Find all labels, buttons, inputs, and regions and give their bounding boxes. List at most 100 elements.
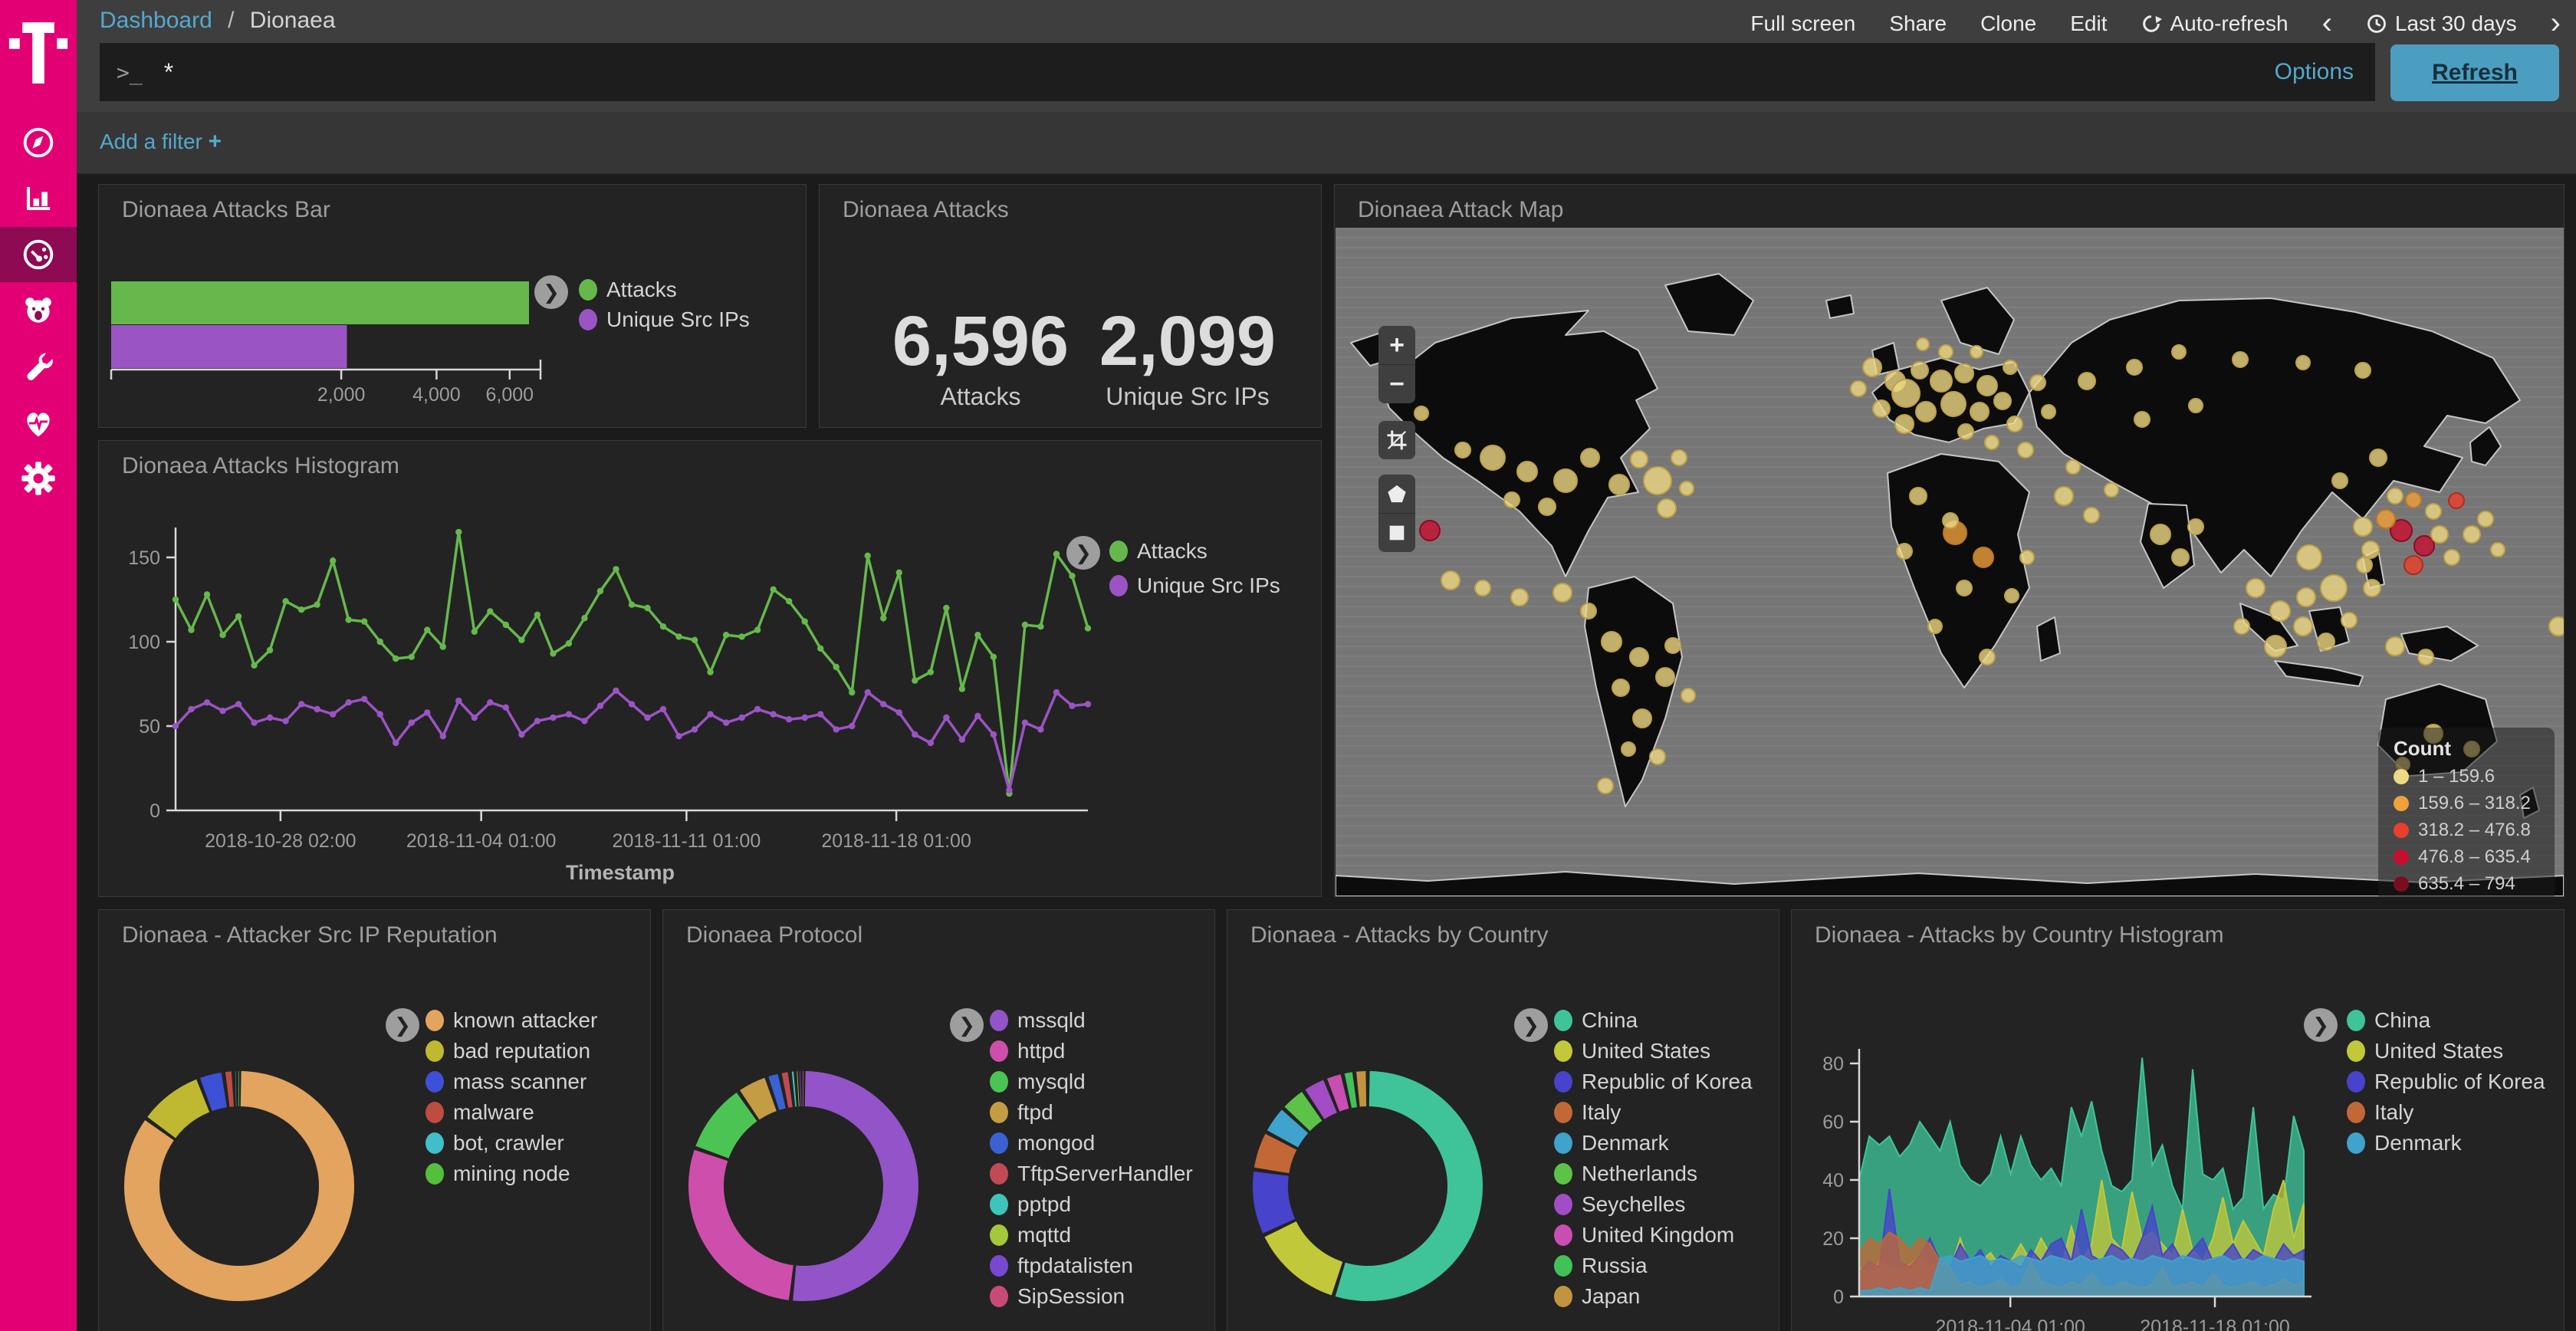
legend-toggle-icon[interactable]: ❯ (534, 275, 568, 309)
legend-toggle-icon[interactable]: ❯ (1066, 536, 1100, 570)
sidebar-item-dev-tools[interactable] (0, 339, 77, 394)
edit-button[interactable]: Edit (2070, 11, 2108, 35)
sidebar-item-honeypot[interactable] (0, 283, 77, 338)
legend-color-dot (990, 1071, 1008, 1093)
legend-item-denmark[interactable]: Denmark (2347, 1131, 2462, 1155)
legend-item-united-states[interactable]: United States (1554, 1039, 1710, 1063)
legend-item-republic-of-korea[interactable]: Republic of Korea (1554, 1070, 1753, 1094)
time-prev-button[interactable]: ‹ (2321, 6, 2332, 40)
legend-item-ftpd[interactable]: ftpd (990, 1100, 1053, 1125)
panel-attacks-by-country: Dionaea - Attacks by Country ❯ China Unite… (1227, 909, 1779, 1331)
legend-item-republic-of-korea[interactable]: Republic of Korea (2347, 1070, 2545, 1094)
legend-item-malware[interactable]: malware (426, 1100, 534, 1125)
wrench-icon (27, 353, 53, 380)
legend-label: mining node (453, 1162, 570, 1185)
legend-item-denmark[interactable]: Denmark (1554, 1131, 1669, 1155)
draw-rectangle-button[interactable] (1378, 514, 1415, 552)
legend-item-italy[interactable]: Italy (1554, 1100, 1621, 1125)
sidebar-item-management[interactable] (0, 451, 77, 506)
sidebar-item-visualize[interactable] (0, 171, 77, 226)
sidebar-item-monitoring[interactable] (0, 395, 77, 450)
full-screen-button[interactable]: Full screen (1750, 11, 1856, 35)
legend-color-dot (2347, 1071, 2365, 1093)
svg-text:4,000: 4,000 (412, 384, 461, 406)
zoom-out-button[interactable]: − (1389, 369, 1405, 399)
legend-item-united-states[interactable]: United States (2347, 1039, 2503, 1063)
map-draw-controls (1378, 475, 1415, 552)
legend-color-dot (2347, 1132, 2365, 1154)
legend-item-ftpdatalisten[interactable]: ftpdatalisten (990, 1254, 1133, 1278)
legend-item-netherlands[interactable]: Netherlands (1554, 1162, 1697, 1186)
query-bar[interactable]: >_ Options (100, 43, 2375, 101)
legend-item-italy[interactable]: Italy (2347, 1100, 2413, 1125)
map-legend-title: Count (2394, 737, 2452, 760)
search-input[interactable] (162, 57, 2275, 87)
legend-item-mssqld[interactable]: mssqld (990, 1008, 1086, 1033)
legend-item-russia[interactable]: Russia (1554, 1254, 1648, 1278)
options-link[interactable]: Options (2274, 59, 2354, 84)
legend-item-bad-reputation[interactable]: bad reputation (426, 1039, 590, 1063)
legend-item-united-kingdom[interactable]: United Kingdom (1554, 1223, 1734, 1247)
attacks-bar-chart: 2,000 4,000 6,000 (110, 281, 542, 406)
legend-item-tftpserverhandler[interactable]: TftpServerHandler (990, 1162, 1193, 1186)
zoom-in-button[interactable]: + (1378, 326, 1415, 365)
legend-item-unique-src-ips[interactable]: Unique Src IPs (579, 307, 750, 332)
map-fit-control (1378, 421, 1415, 459)
sidebar-item-discover[interactable] (0, 115, 77, 170)
legend-label: Japan (1582, 1284, 1641, 1308)
legend-label: mssqld (1017, 1008, 1086, 1032)
legend-toggle-icon[interactable]: ❯ (950, 1008, 984, 1042)
map-legend-item: 1 – 159.6 (2394, 766, 2555, 787)
svg-text:2018-11-11 01:00: 2018-11-11 01:00 (613, 830, 761, 852)
legend-item-mass-scanner[interactable]: mass scanner (426, 1070, 586, 1094)
legend-item-bot-crawler[interactable]: bot, crawler (426, 1131, 564, 1155)
fit-data-bounds-button[interactable] (1378, 421, 1415, 459)
legend-item-mysqld[interactable]: mysqld (990, 1070, 1086, 1094)
legend-item-seychelles[interactable]: Seychelles (1554, 1192, 1685, 1217)
world-map[interactable]: + − Count 1 – 159.6 159.6 – 318.2 318.2 – … (1335, 228, 2564, 897)
legend-color-dot (1554, 1071, 1572, 1093)
legend-item-mqttd[interactable]: mqttd (990, 1223, 1071, 1247)
map-legend-item: 318.2 – 476.8 (2394, 820, 2555, 841)
time-next-button[interactable]: › (2550, 6, 2561, 40)
legend-item-sipsession[interactable]: SipSession (990, 1284, 1125, 1309)
svg-text:80: 80 (1822, 1053, 1844, 1075)
legend-item-httpd[interactable]: httpd (990, 1039, 1065, 1063)
legend-item-japan[interactable]: Japan (1554, 1284, 1640, 1309)
auto-refresh-button[interactable]: Auto-refresh (2141, 12, 2288, 36)
sidebar-item-dashboard[interactable] (0, 227, 77, 282)
legend-label: pptpd (1017, 1192, 1072, 1216)
legend-item-attacks[interactable]: Attacks (1109, 539, 1208, 564)
time-range-button[interactable]: Last 30 days (2366, 12, 2517, 36)
legend-item-unique-src-ips[interactable]: Unique Src IPs (1109, 573, 1280, 598)
legend-toggle-icon[interactable]: ❯ (1514, 1008, 1548, 1042)
legend-item-mongod[interactable]: mongod (990, 1131, 1095, 1155)
add-filter-link[interactable]: Add a filter + (100, 129, 222, 154)
legend-toggle-icon[interactable]: ❯ (2304, 1008, 2338, 1042)
legend-toggle-icon[interactable]: ❯ (386, 1008, 419, 1042)
legend-item-china[interactable]: China (1554, 1008, 1638, 1033)
draw-polygon-button[interactable] (1378, 475, 1415, 514)
map-legend-item: 635.4 – 794 (2394, 873, 2555, 895)
legend-item-known-attacker[interactable]: known attacker (426, 1008, 597, 1033)
legend-item-attacks[interactable]: Attacks (579, 278, 677, 302)
legend-label: mongod (1017, 1131, 1096, 1155)
metric-unique-src-ips: 2,099 Unique Src IPs (1073, 306, 1303, 411)
legend-item-mining-node[interactable]: mining node (426, 1162, 570, 1186)
clone-button[interactable]: Clone (1980, 11, 2037, 35)
refresh-button[interactable]: Refresh (2390, 44, 2559, 101)
protocol-donut-chart (688, 1071, 918, 1301)
breadcrumb-dashboard-link[interactable]: Dashboard (100, 8, 212, 33)
map-attribution: © OpenStreetMap contributors, Elastic Ma… (2110, 896, 2553, 897)
legend-item-pptpd[interactable]: pptpd (990, 1192, 1071, 1217)
map-canvas (1335, 273, 2564, 896)
svg-text:150: 150 (128, 547, 160, 569)
share-button[interactable]: Share (1889, 11, 1947, 35)
legend-label: Denmark (1582, 1131, 1669, 1155)
svg-text:60: 60 (1822, 1112, 1844, 1133)
legend-color-dot (2347, 1040, 2365, 1062)
map-legend-color-dot (2394, 823, 2409, 838)
panel-attack-map: Dionaea Attack Map (1334, 184, 2564, 897)
legend-item-china[interactable]: China (2347, 1008, 2430, 1033)
map-legend-color-dot (2394, 850, 2409, 865)
